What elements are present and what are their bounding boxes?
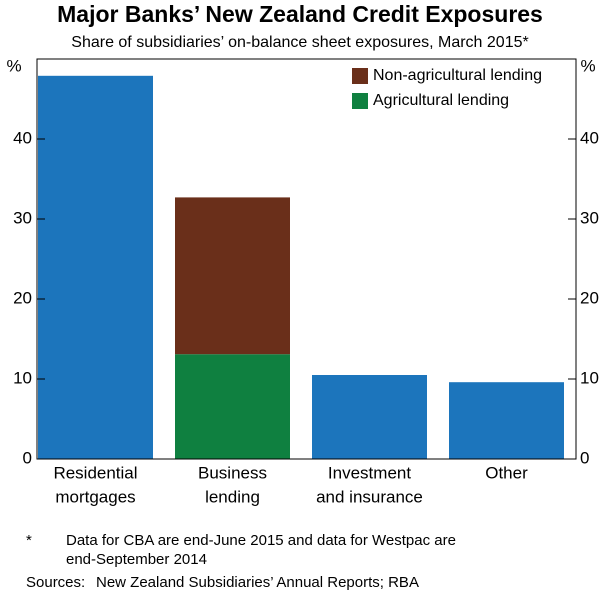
y2-unit: % xyxy=(580,56,595,75)
bar xyxy=(449,382,564,459)
y2-tick-label: 10 xyxy=(580,368,599,387)
chart-title: Major Banks’ New Zealand Credit Exposure… xyxy=(57,1,543,27)
bar xyxy=(175,354,290,459)
y-tick-label: 30 xyxy=(13,208,32,227)
footnote: end-September 2014 xyxy=(66,551,207,568)
plot-frame xyxy=(36,58,577,460)
y2-tick-label: 0 xyxy=(580,448,589,467)
y2-tick-label: 40 xyxy=(580,128,599,147)
chart-subtitle: Share of subsidiaries’ on-balance sheet … xyxy=(71,34,528,51)
x-tick-label: Other xyxy=(485,463,528,482)
y2-tick-label: 20 xyxy=(580,288,599,307)
sources: New Zealand Subsidiaries’ Annual Reports… xyxy=(96,574,419,591)
legend-swatch xyxy=(352,93,368,109)
bar xyxy=(175,197,290,355)
sources-label: Sources: xyxy=(26,574,85,591)
legend-label: Agricultural lending xyxy=(373,92,509,109)
x-tick-label: Investment xyxy=(328,463,411,482)
footnote-marker: * xyxy=(26,532,32,549)
x-tick-label: Residential xyxy=(53,463,137,482)
legend-swatch xyxy=(352,68,368,84)
bar xyxy=(312,375,427,459)
y2-tick-label: 30 xyxy=(580,208,599,227)
y-tick-label: 40 xyxy=(13,128,32,147)
bar xyxy=(38,75,153,460)
x-tick-label: mortgages xyxy=(55,487,135,506)
y-tick-label: 10 xyxy=(13,368,32,387)
footnote: Data for CBA are end-June 2015 and data … xyxy=(66,532,456,549)
y-tick-label: 20 xyxy=(13,288,32,307)
y-tick-label: 0 xyxy=(23,448,32,467)
x-tick-label: Business xyxy=(198,463,267,482)
y-unit: % xyxy=(6,56,21,75)
legend-label: Non-agricultural lending xyxy=(373,67,542,84)
x-tick-label: and insurance xyxy=(316,487,423,506)
x-tick-label: lending xyxy=(205,487,260,506)
